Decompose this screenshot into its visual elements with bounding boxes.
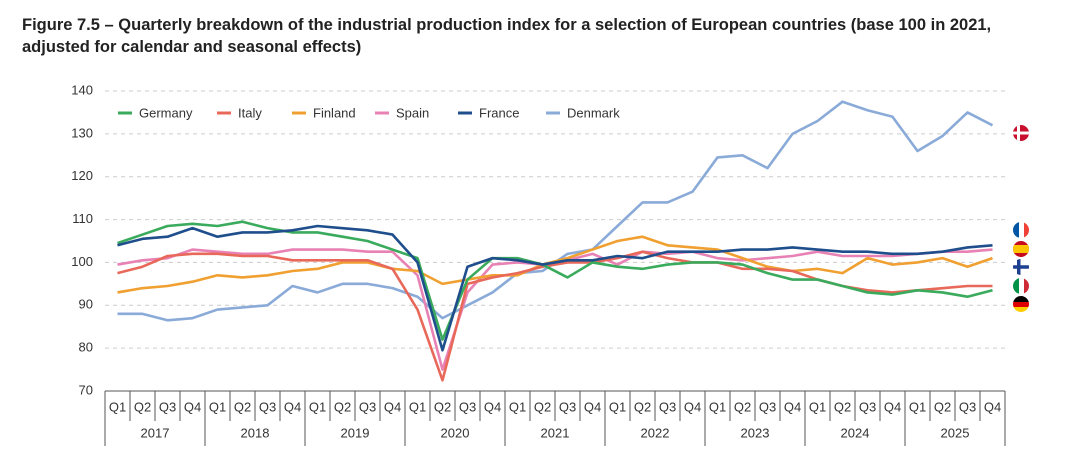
x-tick-label: Q1 (809, 399, 826, 414)
year-label: 2022 (641, 425, 670, 440)
x-tick-label: Q2 (334, 399, 351, 414)
legend-label: Italy (238, 105, 262, 120)
x-tick-label: Q1 (509, 399, 526, 414)
y-tick-label: 120 (71, 168, 93, 183)
x-tick-label: Q4 (384, 399, 401, 414)
x-tick-label: Q3 (259, 399, 276, 414)
legend-label: Denmark (567, 105, 620, 120)
year-label: 2019 (341, 425, 370, 440)
x-tick-label: Q3 (659, 399, 676, 414)
series-line (117, 224, 993, 352)
x-tick-label: Q4 (184, 399, 201, 414)
x-tick-label: Q3 (359, 399, 376, 414)
series-line (117, 248, 993, 371)
x-tick-label: Q2 (234, 399, 251, 414)
x-tick-label: Q3 (959, 399, 976, 414)
x-tick-label: Q1 (409, 399, 426, 414)
x-tick-label: Q1 (109, 399, 126, 414)
x-tick-label: Q2 (634, 399, 651, 414)
y-tick-label: 110 (72, 211, 93, 226)
y-tick-label: 100 (71, 254, 93, 269)
x-tick-label: Q2 (434, 399, 451, 414)
year-label: 2023 (741, 425, 770, 440)
y-tick-label: 130 (71, 125, 93, 140)
flag-spain (1013, 241, 1029, 257)
year-label: 2018 (241, 425, 270, 440)
x-tick-label: Q1 (909, 399, 926, 414)
x-tick-label: Q1 (209, 399, 226, 414)
year-label: 2020 (441, 425, 470, 440)
x-tick-label: Q4 (684, 399, 701, 414)
x-tick-label: Q3 (159, 399, 176, 414)
flags (1013, 125, 1029, 312)
x-tick-label: Q2 (834, 399, 851, 414)
y-tick-label: 90 (79, 297, 93, 312)
x-tick-label: Q4 (884, 399, 901, 414)
x-tick-label: Q3 (559, 399, 576, 414)
x-tick-label: Q3 (459, 399, 476, 414)
flag-finland (1013, 259, 1029, 275)
x-tick-label: Q2 (734, 399, 751, 414)
year-label: 2024 (841, 425, 870, 440)
flag-france (1013, 222, 1029, 238)
legend-label: France (479, 105, 519, 120)
x-tick-label: Q2 (134, 399, 151, 414)
series-line (117, 100, 994, 322)
x-tick-label: Q2 (534, 399, 551, 414)
x-tick-label: Q4 (584, 399, 601, 414)
x-tick-label: Q4 (284, 399, 301, 414)
year-label: 2017 (141, 425, 170, 440)
y-tick-label: 140 (71, 82, 93, 97)
legend-label: Germany (139, 105, 193, 120)
chart-title: Figure 7.5 – Quarterly breakdown of the … (22, 16, 992, 56)
x-tick-label: Q2 (934, 399, 951, 414)
legend-label: Finland (313, 105, 356, 120)
flag-italy (1013, 278, 1029, 294)
y-tick-label: 80 (79, 340, 93, 355)
x-tick-label: Q1 (709, 399, 726, 414)
x-tick-label: Q4 (984, 399, 1001, 414)
year-label: 2025 (941, 425, 970, 440)
x-tick-label: Q3 (759, 399, 776, 414)
x-tick-label: Q4 (784, 399, 801, 414)
y-tick-label: 70 (79, 382, 93, 397)
x-tick-label: Q1 (609, 399, 626, 414)
year-label: 2021 (541, 425, 570, 440)
x-tick-label: Q3 (859, 399, 876, 414)
series-line (117, 220, 993, 341)
x-tick-label: Q4 (484, 399, 501, 414)
flag-denmark (1013, 125, 1029, 141)
flag-germany (1013, 296, 1029, 312)
legend-label: Spain (396, 105, 429, 120)
x-tick-label: Q1 (309, 399, 326, 414)
